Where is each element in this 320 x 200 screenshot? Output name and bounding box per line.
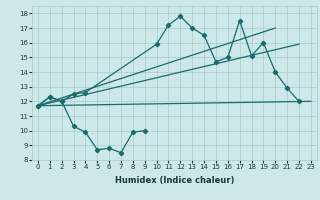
X-axis label: Humidex (Indice chaleur): Humidex (Indice chaleur) (115, 176, 234, 185)
